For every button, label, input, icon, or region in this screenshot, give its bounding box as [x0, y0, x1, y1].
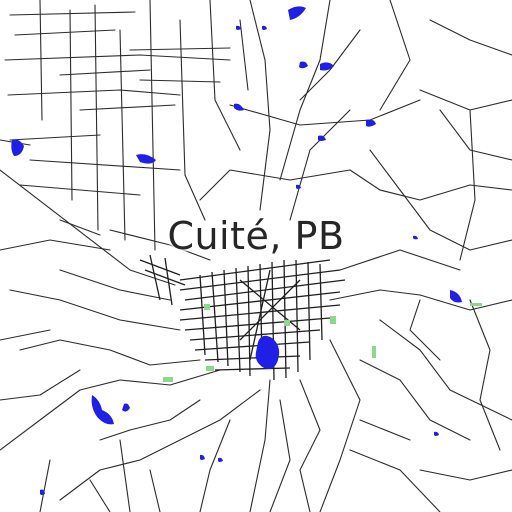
park-areas — [163, 303, 482, 382]
central-lake — [255, 335, 280, 369]
lake-southwest — [91, 395, 114, 425]
water-bodies — [11, 6, 462, 495]
